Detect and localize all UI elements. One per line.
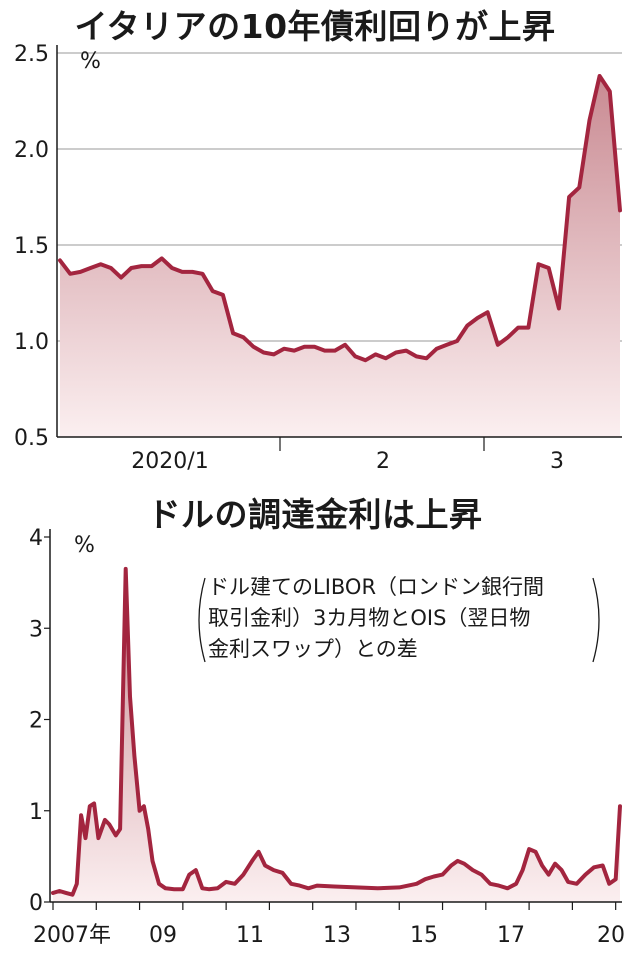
- y-tick-label: 2.0: [14, 138, 49, 163]
- italy-yield-chart: 0.5 1.0 1.5 2.0 2.5 % 2020/1 2 3: [14, 42, 622, 474]
- y-tick-label: 0.5: [14, 426, 49, 451]
- x-tick-label: 13: [323, 923, 351, 948]
- chart-title-italy-yield: イタリアの10年債利回りが上昇: [74, 7, 556, 46]
- annotation-bracket-right: [592, 577, 600, 663]
- annotation-line: 取引金利）3カ月物とOIS（翌日物: [208, 606, 530, 630]
- y-tick-label: 2.5: [14, 42, 49, 67]
- y-tick-label: 1.0: [14, 330, 49, 355]
- x-tick-label: 3: [550, 449, 564, 474]
- x-tick-label: 2020/1: [131, 449, 208, 474]
- chart-title-dollar-funding: ドルの調達金利は上昇: [147, 495, 483, 534]
- unit-label: %: [80, 49, 101, 74]
- annotation-line: 金利スワップ）との差: [208, 637, 418, 661]
- annotation-bracket-left: [198, 577, 206, 663]
- x-tick-label: 2: [376, 449, 390, 474]
- y-tick-label: 3: [29, 617, 43, 642]
- annotation-line: ドル建てのLIBOR（ロンドン銀行間: [208, 575, 544, 599]
- y-tick-label: 1.5: [14, 234, 49, 259]
- x-tick-label: 11: [236, 923, 264, 948]
- unit-label: %: [74, 533, 95, 558]
- x-tick-label: 17: [497, 923, 525, 948]
- x-tick-label: 09: [149, 923, 177, 948]
- y-tick-label: 2: [29, 709, 43, 734]
- x-tick-label: 20: [597, 923, 625, 948]
- series-line: [58, 74, 622, 363]
- x-tick-label: 2007年: [33, 923, 111, 948]
- y-tick-label: 0: [29, 891, 43, 916]
- series-area: [60, 76, 620, 437]
- dollar-funding-chart: 0 1 2 3 4 % 2007年 09 11 13 15 17 20 ドル建てのLIBOR（ロンドン銀行…: [29, 526, 625, 948]
- y-tick-label: 1: [29, 800, 43, 825]
- y-tick-label: 4: [29, 526, 43, 551]
- x-tick-label: 15: [410, 923, 438, 948]
- series-area: [53, 568, 620, 902]
- series-line: [51, 566, 622, 897]
